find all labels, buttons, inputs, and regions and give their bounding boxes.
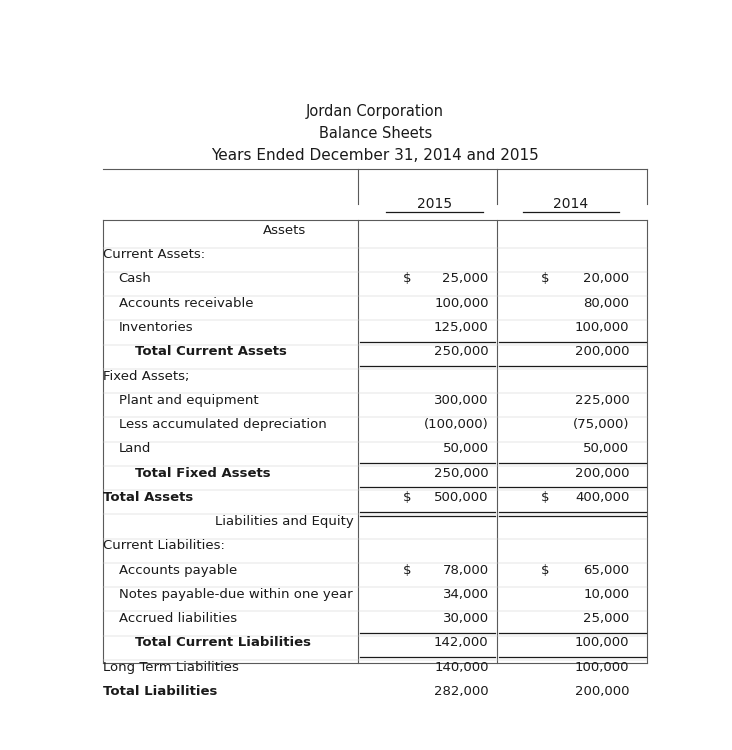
- Text: 78,000: 78,000: [442, 563, 489, 577]
- Text: 142,000: 142,000: [434, 636, 489, 650]
- Text: Cash: Cash: [119, 272, 152, 286]
- Text: Years Ended December 31, 2014 and 2015: Years Ended December 31, 2014 and 2015: [212, 148, 539, 164]
- Text: Balance Sheets: Balance Sheets: [318, 127, 432, 142]
- Text: $: $: [542, 490, 550, 504]
- Text: 250,000: 250,000: [434, 345, 489, 358]
- Text: (75,000): (75,000): [573, 418, 630, 431]
- Text: 50,000: 50,000: [583, 442, 630, 455]
- Text: Plant and equipment: Plant and equipment: [119, 394, 258, 406]
- Text: Total Current Assets: Total Current Assets: [135, 345, 286, 358]
- Text: Current Liabilities:: Current Liabilities:: [102, 539, 225, 552]
- Text: 100,000: 100,000: [575, 661, 630, 674]
- Text: 34,000: 34,000: [442, 588, 489, 601]
- Text: Total Liabilities: Total Liabilities: [102, 685, 217, 698]
- Text: 25,000: 25,000: [583, 612, 630, 625]
- Text: 250,000: 250,000: [434, 466, 489, 479]
- Text: 200,000: 200,000: [575, 685, 630, 698]
- Text: Current Assets:: Current Assets:: [102, 248, 205, 261]
- Text: 100,000: 100,000: [434, 297, 489, 310]
- Text: $: $: [403, 490, 411, 504]
- Text: Assets: Assets: [263, 224, 306, 237]
- Text: Accounts receivable: Accounts receivable: [119, 297, 253, 310]
- Text: $: $: [542, 272, 550, 286]
- Text: Total Assets: Total Assets: [102, 490, 193, 504]
- Text: Accrued liabilities: Accrued liabilities: [119, 612, 237, 625]
- Text: 200,000: 200,000: [575, 345, 630, 358]
- Text: 25,000: 25,000: [442, 272, 489, 286]
- Text: 100,000: 100,000: [575, 321, 630, 334]
- Text: 282,000: 282,000: [434, 685, 489, 698]
- Text: Accounts payable: Accounts payable: [119, 563, 237, 577]
- Text: Total Fixed Assets: Total Fixed Assets: [135, 466, 270, 479]
- Text: 100,000: 100,000: [575, 636, 630, 650]
- Text: 10,000: 10,000: [583, 588, 630, 601]
- Text: Notes payable-due within one year: Notes payable-due within one year: [119, 588, 352, 601]
- Text: (100,000): (100,000): [424, 418, 489, 431]
- Text: 200,000: 200,000: [575, 466, 630, 479]
- Text: 65,000: 65,000: [583, 563, 630, 577]
- Text: 2015: 2015: [417, 196, 452, 211]
- Text: 400,000: 400,000: [575, 490, 630, 504]
- Text: 30,000: 30,000: [442, 612, 489, 625]
- Text: Liabilities and Equity: Liabilities and Equity: [215, 515, 354, 528]
- Text: Total Current Liabilities: Total Current Liabilities: [135, 636, 310, 650]
- Text: 140,000: 140,000: [434, 661, 489, 674]
- Text: 500,000: 500,000: [434, 490, 489, 504]
- Text: Inventories: Inventories: [119, 321, 193, 334]
- Text: Land: Land: [119, 442, 151, 455]
- Text: $: $: [403, 563, 411, 577]
- Text: 80,000: 80,000: [583, 297, 630, 310]
- Text: 50,000: 50,000: [442, 442, 489, 455]
- Text: 300,000: 300,000: [434, 394, 489, 406]
- Text: Less accumulated depreciation: Less accumulated depreciation: [119, 418, 326, 431]
- Text: Long Term Liabilities: Long Term Liabilities: [102, 661, 239, 674]
- Text: 20,000: 20,000: [583, 272, 630, 286]
- Text: 125,000: 125,000: [434, 321, 489, 334]
- Text: Fixed Assets;: Fixed Assets;: [102, 370, 189, 382]
- Text: 225,000: 225,000: [575, 394, 630, 406]
- Text: $: $: [403, 272, 411, 286]
- Text: Jordan Corporation: Jordan Corporation: [306, 104, 444, 119]
- Text: 2014: 2014: [553, 196, 589, 211]
- Text: $: $: [542, 563, 550, 577]
